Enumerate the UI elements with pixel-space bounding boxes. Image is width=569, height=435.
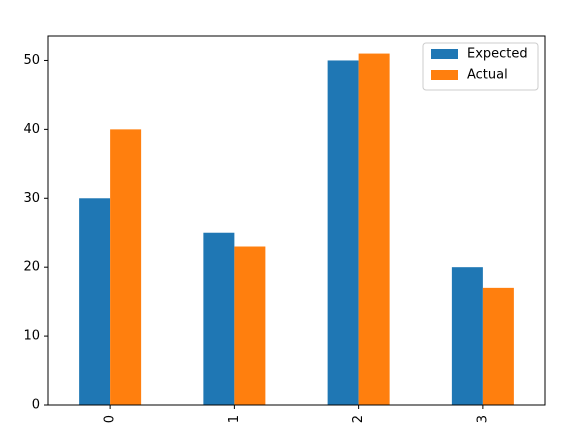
y-tick-label: 20	[23, 260, 40, 275]
bar-actual-1	[234, 246, 266, 405]
axes-layer: 0 10 20 30 40 50 0 1 2 3	[23, 35, 546, 423]
legend: Expected Actual	[422, 42, 539, 91]
bar-actual-0	[110, 129, 142, 405]
bar-expected-1	[203, 232, 235, 405]
x-tick-label: 0	[103, 415, 118, 423]
x-tick-label: 1	[227, 415, 242, 423]
y-tick-label: 10	[23, 329, 40, 344]
y-tick-label: 30	[23, 191, 40, 206]
x-tick-label: 3	[475, 415, 490, 423]
bars-layer	[79, 53, 514, 405]
legend-label-expected: Expected	[467, 47, 528, 62]
legend-swatch-expected	[431, 49, 458, 59]
bar-actual-3	[482, 287, 514, 405]
legend-label-actual: Actual	[467, 68, 508, 83]
bar-actual-2	[358, 53, 390, 405]
legend-swatch-actual	[431, 70, 458, 80]
x-tick-label: 2	[351, 415, 366, 423]
y-tick-label: 50	[23, 53, 40, 68]
y-tick-label: 0	[32, 398, 40, 413]
bar-expected-0	[79, 198, 111, 405]
y-tick-label: 40	[23, 122, 40, 137]
bar-expected-3	[451, 267, 483, 405]
bar-expected-2	[327, 60, 359, 405]
axes-frame	[47, 35, 546, 406]
